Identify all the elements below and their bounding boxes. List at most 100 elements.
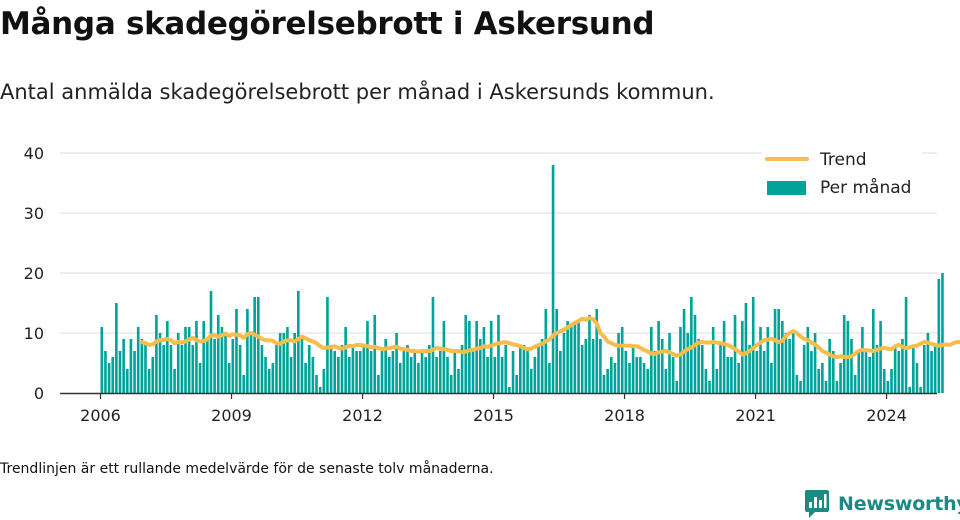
bar: [216, 315, 220, 393]
bar: [489, 321, 493, 393]
bar: [529, 369, 533, 393]
bar: [802, 345, 806, 393]
bar: [289, 357, 293, 393]
bar: [759, 327, 762, 393]
bar: [548, 363, 551, 393]
bar: [322, 369, 326, 393]
bar: [650, 327, 653, 393]
bar: [158, 333, 162, 393]
bar: [227, 363, 231, 393]
x-tick-label: 2015: [473, 406, 514, 425]
bar: [715, 369, 719, 393]
bar: [620, 327, 624, 393]
bar: [184, 327, 187, 393]
bar: [540, 339, 544, 393]
page-title: Många skadegörelsebrott i Askersund: [0, 6, 655, 42]
bar: [460, 345, 464, 393]
bar: [519, 345, 522, 393]
bar: [915, 363, 919, 393]
bar: [347, 357, 351, 393]
bar: [886, 381, 890, 393]
bar: [882, 369, 886, 393]
bar: [770, 363, 773, 393]
bar: [398, 363, 402, 393]
bar: [260, 345, 264, 393]
bar: [522, 345, 526, 393]
legend-trend-label: Trend: [819, 150, 867, 170]
bar: [795, 375, 799, 393]
y-tick-label: 20: [24, 264, 44, 283]
bar: [424, 357, 428, 393]
bar: [457, 369, 460, 393]
bar: [766, 327, 770, 393]
bar: [202, 321, 206, 393]
bar: [326, 297, 329, 393]
bar: [853, 375, 857, 393]
bar: [297, 291, 300, 393]
bar: [195, 321, 198, 393]
bar: [657, 321, 660, 393]
bar: [544, 309, 548, 393]
bar: [373, 315, 377, 393]
bar: [118, 351, 122, 393]
bar: [133, 351, 136, 393]
bar: [533, 357, 537, 393]
footnote: Trendlinjen är ett rullande medelvärde f…: [0, 461, 494, 477]
bar: [169, 345, 173, 393]
y-tick-label: 0: [34, 384, 44, 403]
bar: [264, 357, 267, 393]
bar: [733, 315, 737, 393]
bar: [213, 339, 216, 393]
brand-logo: Newsworthy: [804, 488, 960, 520]
bar: [300, 339, 304, 393]
bar: [824, 381, 828, 393]
bar: [231, 339, 235, 393]
bar: [897, 351, 901, 393]
bar: [293, 333, 296, 393]
bar: [901, 339, 904, 393]
bar: [777, 309, 780, 393]
bar: [933, 345, 937, 393]
bar: [606, 369, 609, 393]
bar: [162, 345, 165, 393]
bar: [500, 357, 504, 393]
x-tick-label: 2009: [211, 406, 252, 425]
bar: [791, 333, 795, 393]
trend-line: [139, 316, 960, 359]
bar: [242, 375, 246, 393]
bar: [307, 345, 311, 393]
bar: [580, 345, 584, 393]
bar: [380, 351, 384, 393]
bar: [835, 381, 839, 393]
bar: [609, 357, 613, 393]
bar: [351, 345, 355, 393]
bar: [722, 321, 726, 393]
bar: [810, 351, 813, 393]
bar: [111, 357, 115, 393]
bar: [926, 333, 930, 393]
bar: [471, 351, 475, 393]
bar: [726, 357, 730, 393]
bar: [173, 369, 176, 393]
y-axis-tick-labels: 0 10 20 30 40: [24, 144, 44, 403]
bar: [246, 309, 249, 393]
bar: [493, 357, 497, 393]
newsworthy-logo-icon: [805, 490, 829, 518]
bar: [861, 327, 864, 393]
bar: [631, 345, 635, 393]
bar: [504, 345, 508, 393]
bar: [904, 297, 908, 393]
bar: [922, 345, 926, 393]
bar: [413, 351, 417, 393]
bar: [282, 333, 286, 393]
bar: [417, 363, 420, 393]
bar: [515, 375, 518, 393]
bar: [147, 369, 151, 393]
bar: [318, 387, 322, 393]
brand-name: Newsworthy: [838, 493, 960, 515]
bar: [813, 333, 817, 393]
bar: [391, 351, 395, 393]
bar: [449, 375, 453, 393]
bar: [671, 357, 675, 393]
bar-chart: 0 10 20 30 40 2006 2009 2012 2015 2018 2021 2024 T…: [24, 144, 960, 425]
